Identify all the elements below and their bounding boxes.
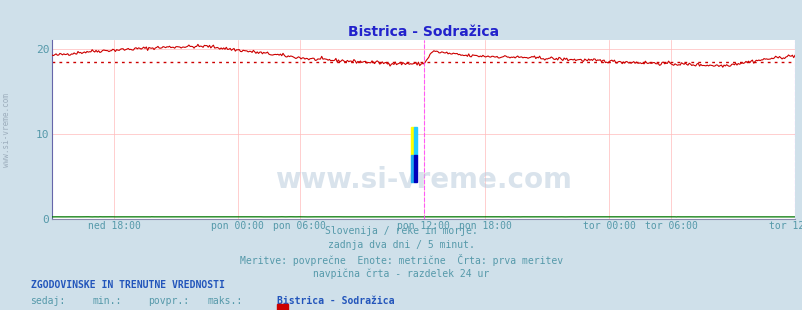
Text: maks.:: maks.:	[207, 296, 242, 306]
Text: min.:: min.:	[92, 296, 122, 306]
Text: Bistrica - Sodražica: Bistrica - Sodražica	[277, 296, 394, 306]
Text: navpična črta - razdelek 24 ur: navpična črta - razdelek 24 ur	[313, 268, 489, 279]
Bar	[410, 155, 413, 183]
Text: zadnja dva dni / 5 minut.: zadnja dva dni / 5 minut.	[328, 240, 474, 250]
Title: Bistrica - Sodražica: Bistrica - Sodražica	[347, 25, 499, 39]
Text: www.si-vreme.com: www.si-vreme.com	[2, 93, 11, 167]
Text: sedaj:: sedaj:	[30, 296, 66, 306]
Bar	[413, 155, 416, 183]
Text: Slovenija / reke in morje.: Slovenija / reke in morje.	[325, 226, 477, 236]
Text: www.si-vreme.com: www.si-vreme.com	[275, 166, 571, 194]
Bar	[410, 127, 413, 155]
Text: povpr.:: povpr.:	[148, 296, 189, 306]
Bar	[413, 127, 416, 155]
Text: Meritve: povprečne  Enote: metrične  Črta: prva meritev: Meritve: povprečne Enote: metrične Črta:…	[240, 254, 562, 266]
Text: ZGODOVINSKE IN TRENUTNE VREDNOSTI: ZGODOVINSKE IN TRENUTNE VREDNOSTI	[30, 280, 224, 290]
